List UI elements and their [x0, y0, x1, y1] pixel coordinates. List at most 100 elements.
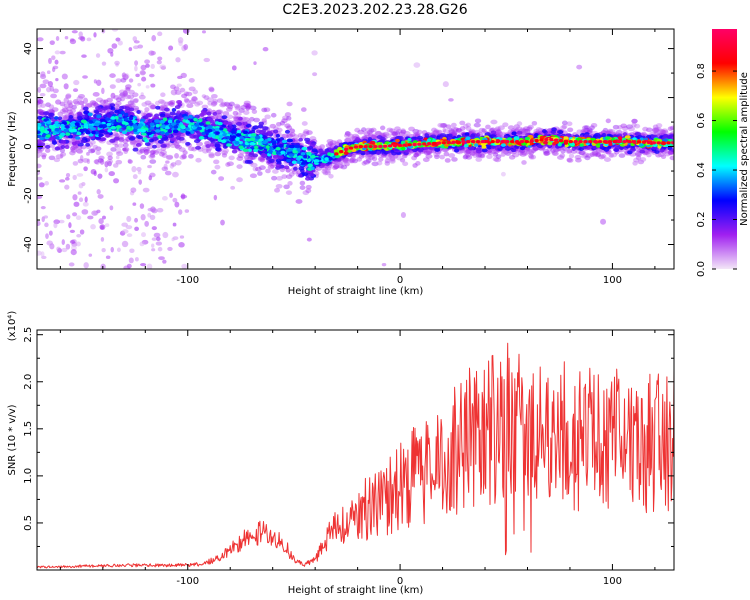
spectrogram-ridge-blob: [283, 184, 290, 190]
spectrogram-noise-blob: [48, 57, 52, 64]
spectrogram-noise-blob: [121, 229, 129, 234]
spectrogram-ridge-blob: [174, 143, 181, 149]
spectrogram-ridge-blob: [561, 124, 568, 129]
spectrogram-ridge-blob: [566, 158, 574, 163]
spectrogram-ridge-blob: [250, 162, 258, 168]
spectrogram-ridge-blob: [384, 161, 391, 166]
spectrogram-ridge-blob: [48, 155, 56, 161]
spectrogram-noise-blob: [183, 44, 189, 51]
spectrogram-noise-blob: [55, 99, 62, 105]
spectrogram-ridge-blob: [286, 115, 292, 121]
spectrogram-noise-blob: [134, 226, 139, 231]
spectrogram-noise-blob: [253, 61, 257, 66]
spectrogram-ridge-blob: [465, 152, 471, 158]
spectrogram-ridge-blob: [118, 93, 126, 98]
spectrogram-ridge-blob: [115, 159, 123, 165]
spectrogram-noise-blob: [400, 212, 406, 219]
spectrogram-noise-blob: [61, 247, 68, 253]
spectrogram-ridge-blob: [218, 176, 225, 181]
spectrogram-noise-blob: [93, 32, 97, 38]
spectrogram-ridge-blob: [445, 124, 452, 130]
spectrogram-ridge-blob: [181, 93, 188, 99]
spectrogram-ridge-blob: [575, 157, 582, 163]
spectrogram-ridge-blob: [325, 143, 333, 148]
spectrogram-noise-blob: [442, 127, 447, 133]
spectrogram-ridge-blob: [169, 111, 176, 116]
spectrogram-ridge-blob: [122, 147, 130, 152]
spectrogram-ridge-blob: [42, 79, 50, 85]
spectrogram-ridge-blob: [481, 128, 487, 133]
spectrogram-noise-blob: [179, 235, 185, 239]
spectrogram-ridge-blob: [631, 122, 637, 128]
spectrogram-ridge-blob: [490, 145, 496, 150]
spectrogram-ridge-blob: [284, 112, 292, 117]
spectrogram-noise-blob: [600, 218, 607, 225]
spectrogram-noise-blob: [231, 65, 237, 71]
spectrogram-ridge-blob: [208, 153, 215, 159]
spectrogram-ridge-blob: [127, 100, 135, 106]
spectrogram-noise-blob: [148, 73, 155, 78]
spectrogram-ridge-blob: [193, 139, 201, 144]
spectrogram-noise-blob: [78, 36, 85, 40]
spectrogram-ridge-blob: [439, 123, 447, 128]
spectrogram-ridge-blob: [143, 149, 151, 154]
spectrogram-noise-blob: [46, 240, 54, 246]
spectrogram-ridge-blob: [508, 155, 516, 160]
spectrogram-ridge-blob: [469, 151, 476, 156]
spectrogram-ridge-blob: [507, 125, 515, 130]
spectrogram-ridge-blob: [251, 109, 258, 114]
spectrogram-ridge-blob: [490, 130, 497, 135]
spectrogram-ridge-blob: [160, 92, 166, 98]
spectrogram-ridge-blob: [389, 157, 396, 163]
spectrogram-ridge-blob: [642, 126, 649, 132]
spectrogram-ridge-blob: [138, 94, 146, 100]
spectrogram-ridge-blob: [120, 77, 127, 83]
spectrogram-noise-blob: [132, 202, 137, 206]
spectrogram-ridge-blob: [132, 147, 139, 152]
spectrogram-ridge-blob: [236, 164, 243, 169]
spectrogram-noise-blob: [98, 218, 104, 225]
spectrogram-ridge-blob: [324, 170, 331, 176]
spectrogram-ridge-blob: [155, 105, 161, 110]
spectrogram-ridge-blob: [305, 188, 312, 194]
spectrogram-noise-blob: [149, 214, 156, 221]
spectrogram-ridge-blob: [272, 169, 279, 174]
spectrogram-ridge-blob: [344, 131, 352, 137]
spectrogram-ridge-blob: [82, 106, 89, 111]
spectrogram-ridge-blob: [635, 155, 642, 161]
spectrogram-ridge-blob: [228, 155, 235, 161]
spectrogram-ridge-blob: [215, 147, 221, 152]
spectrogram-ridge-blob: [54, 146, 61, 151]
spectrogram-ridge-blob: [566, 157, 573, 163]
spectrogram-noise-blob: [44, 181, 50, 186]
spectrogram-ridge-blob: [192, 89, 198, 95]
spectrogram-ridge-blob: [170, 162, 177, 167]
spectrogram-ridge-blob: [174, 105, 181, 110]
spectrogram-ridge-blob: [475, 153, 482, 158]
spectrogram-noise-blob: [82, 201, 89, 207]
spectrogram-noise-blob: [151, 237, 157, 241]
spectrogram-ridge-blob: [65, 94, 72, 100]
spectrogram-ridge-blob: [147, 102, 155, 108]
spectrogram-noise-blob: [79, 229, 85, 235]
spectrogram-noise-blob: [69, 239, 76, 244]
spectrogram-noise-blob: [61, 239, 65, 246]
spectrogram-ridge-blob: [669, 125, 674, 131]
spectrogram-ridge-blob: [77, 100, 85, 106]
spectrogram-noise-blob: [65, 176, 70, 181]
spectrogram-ridge-blob: [515, 126, 523, 132]
spectrogram-noise-blob: [153, 232, 161, 238]
spectrogram-noise-blob: [70, 249, 77, 256]
spectrogram-ridge-blob: [181, 153, 187, 159]
spectrogram-noise-blob: [108, 171, 115, 177]
spectrogram-ridge-blob: [396, 155, 404, 161]
spectrogram-noise-blob: [142, 187, 150, 193]
spectrogram-noise-blob: [134, 65, 138, 72]
spectrogram-ridge-blob: [477, 153, 485, 158]
spectrogram-ridge-blob: [203, 95, 210, 100]
spectrogram-noise-blob: [99, 224, 106, 230]
spectrogram-noise-blob: [184, 209, 190, 213]
spectrogram-ridge-blob: [660, 154, 667, 160]
spectrogram-noise-blob: [132, 45, 140, 50]
spectrogram-ridge-blob: [434, 154, 440, 160]
